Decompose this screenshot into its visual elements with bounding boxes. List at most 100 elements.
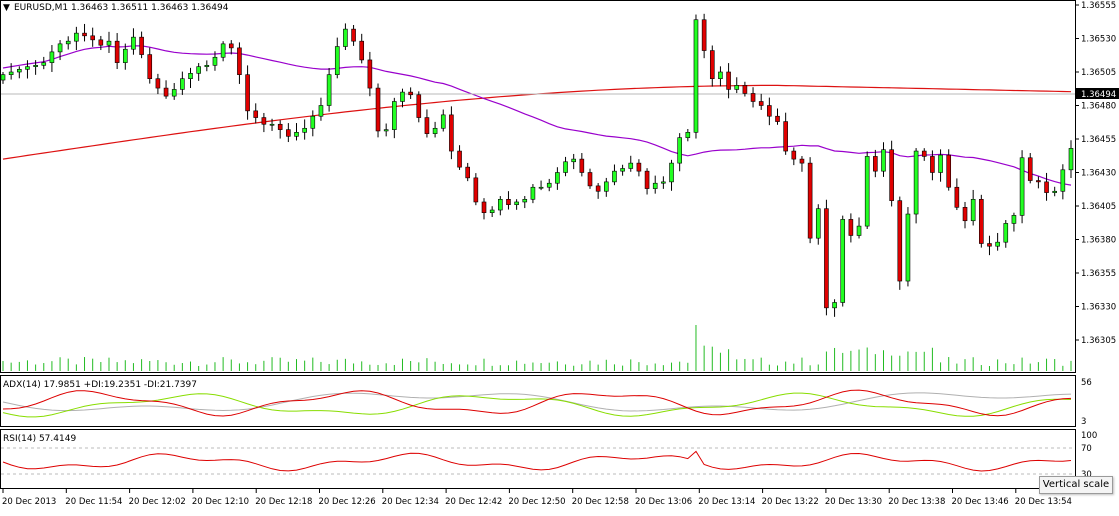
candle bbox=[579, 153, 585, 177]
candle-body bbox=[669, 162, 674, 183]
candle-body bbox=[514, 201, 519, 205]
candle-body bbox=[530, 186, 536, 200]
candle bbox=[693, 14, 699, 139]
candle-body bbox=[351, 28, 356, 42]
candle-body bbox=[970, 199, 976, 222]
candle-body bbox=[873, 156, 878, 172]
candle bbox=[171, 83, 177, 100]
symbol-header-arrow: ▼ bbox=[3, 3, 10, 13]
candle-body bbox=[628, 162, 634, 169]
candle bbox=[571, 153, 576, 170]
candle bbox=[628, 155, 634, 172]
candle bbox=[318, 97, 324, 121]
time-tick-label: 20 Dec 12:26 bbox=[319, 497, 376, 507]
adx-panel[interactable] bbox=[0, 375, 1076, 427]
candle-body bbox=[220, 43, 226, 58]
candle bbox=[375, 83, 381, 138]
candle-body bbox=[326, 74, 332, 106]
time-tick-label: 20 Dec 13:30 bbox=[825, 497, 882, 507]
price-tick-label: 1.36405 bbox=[1081, 202, 1116, 212]
candle-body bbox=[603, 181, 609, 192]
candle bbox=[636, 159, 642, 177]
time-tick-label: 20 Dec 12:10 bbox=[192, 497, 249, 507]
rsi-tick-100: 100 bbox=[1081, 431, 1097, 441]
candle-body bbox=[449, 114, 454, 152]
candle bbox=[432, 121, 438, 138]
time-axis[interactable]: 20 Dec 2013 20 Dec 11:54 20 Dec 12:02 20 De… bbox=[2, 489, 1072, 507]
candle bbox=[8, 63, 14, 80]
candle-body bbox=[767, 105, 772, 117]
candle-body bbox=[832, 302, 837, 309]
plus-di-line bbox=[2, 392, 1072, 418]
candle-body bbox=[742, 85, 748, 94]
candle-body bbox=[783, 121, 788, 152]
candle-body bbox=[701, 19, 707, 51]
candle-body bbox=[269, 123, 275, 126]
candle bbox=[783, 112, 788, 155]
candle bbox=[987, 235, 992, 256]
candle-body bbox=[237, 47, 242, 75]
candle bbox=[538, 180, 544, 191]
candle bbox=[954, 178, 960, 211]
candle bbox=[701, 13, 707, 59]
candle bbox=[416, 91, 422, 123]
candle bbox=[1052, 186, 1057, 197]
candle-body bbox=[114, 40, 120, 63]
candle-body bbox=[1011, 215, 1017, 224]
candle bbox=[546, 178, 552, 192]
candle bbox=[228, 40, 234, 55]
candle bbox=[1044, 172, 1049, 201]
adx-line bbox=[2, 392, 1072, 412]
candle-body bbox=[791, 150, 797, 160]
candle bbox=[1036, 176, 1041, 189]
candle bbox=[212, 51, 218, 71]
candle-body bbox=[709, 50, 715, 80]
candle-body bbox=[946, 154, 952, 188]
candle-body bbox=[856, 225, 862, 236]
candle bbox=[98, 35, 104, 51]
candle bbox=[946, 149, 952, 191]
candle bbox=[612, 164, 617, 186]
candle bbox=[473, 173, 479, 206]
candle bbox=[465, 162, 471, 182]
candle bbox=[41, 56, 47, 70]
candle-body bbox=[49, 51, 55, 63]
candle-body bbox=[620, 168, 625, 172]
candle-body bbox=[432, 127, 438, 134]
candle bbox=[807, 157, 813, 244]
candle bbox=[758, 93, 764, 110]
main-panel[interactable] bbox=[0, 0, 1076, 373]
candle-body bbox=[302, 127, 307, 133]
candle bbox=[367, 51, 373, 97]
candle bbox=[343, 23, 348, 50]
candle bbox=[970, 189, 976, 226]
candle-body bbox=[294, 132, 299, 137]
candle-body bbox=[685, 132, 691, 138]
candle bbox=[204, 60, 210, 72]
candle-body bbox=[930, 156, 935, 173]
candle bbox=[163, 80, 169, 99]
vertical-scale-tooltip: Vertical scale bbox=[1039, 476, 1113, 494]
rsi-panel[interactable] bbox=[0, 429, 1076, 489]
candle-body bbox=[995, 241, 1000, 247]
candle bbox=[652, 175, 658, 194]
candle bbox=[481, 198, 487, 220]
candle-body bbox=[228, 43, 234, 49]
price-tick-label: 1.36455 bbox=[1081, 135, 1116, 145]
candle bbox=[351, 24, 356, 46]
candle-body bbox=[1052, 190, 1057, 193]
candle-body bbox=[1044, 181, 1049, 193]
candle bbox=[799, 156, 805, 172]
rsi-header: RSI(14) 57.4149 bbox=[3, 434, 76, 444]
candle-body bbox=[979, 199, 984, 244]
price-axis[interactable]: 1.36555 1.36530 1.36505 1.36480 1.36455 1.364… bbox=[1075, 1, 1116, 346]
candle bbox=[65, 36, 71, 50]
candle-body bbox=[0, 74, 6, 81]
candle bbox=[408, 87, 413, 99]
candle-body bbox=[815, 208, 821, 239]
candle-body bbox=[245, 74, 250, 112]
candle bbox=[253, 103, 259, 124]
rsi-tick-30: 30 bbox=[1081, 470, 1092, 480]
candle-body bbox=[555, 172, 560, 184]
